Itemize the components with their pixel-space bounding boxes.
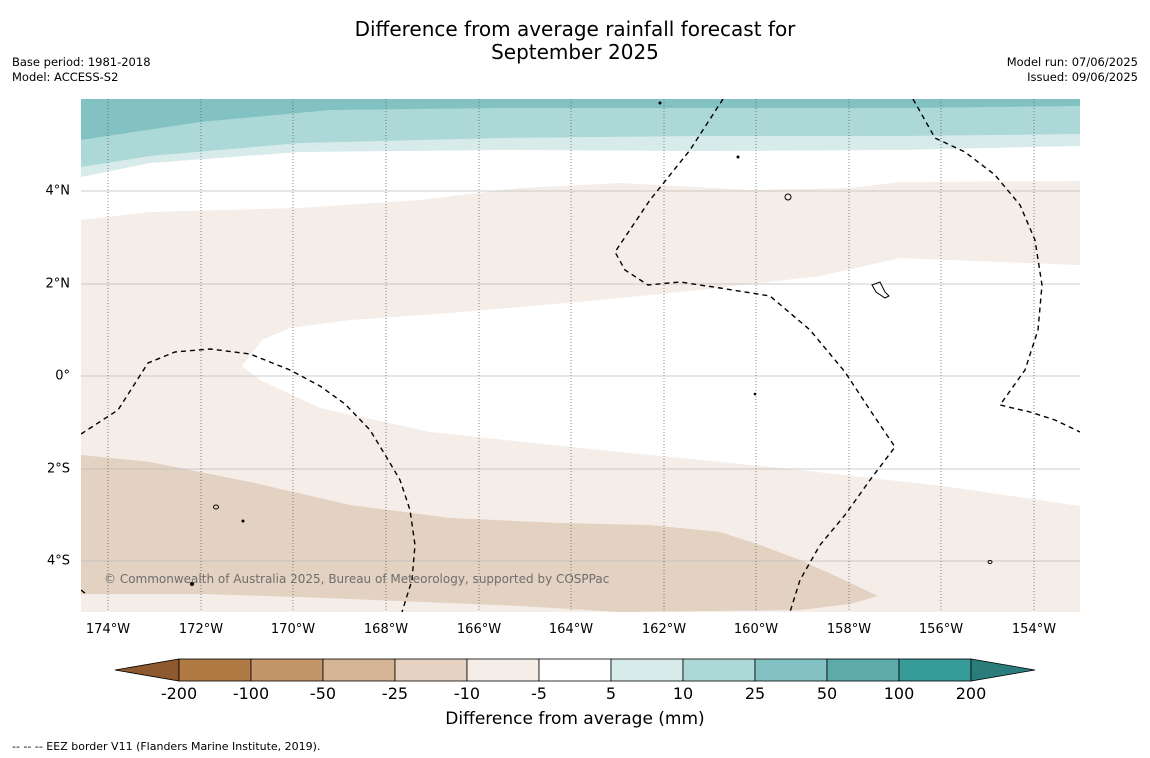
- map-title: Difference from average rainfall forecas…: [0, 18, 1150, 64]
- colorbar-swatch: [538, 658, 612, 682]
- colorbar-swatch: [466, 658, 540, 682]
- colorbar-tick-label: -50: [309, 684, 337, 703]
- issued-text: Issued: 09/06/2025: [1027, 70, 1138, 84]
- colorbar-tick-label: 50: [816, 684, 838, 703]
- copyright-text: © Commonwealth of Australia 2025, Bureau…: [104, 572, 610, 586]
- colorbar-swatch: [682, 658, 756, 682]
- eez-borders: [81, 99, 1080, 612]
- island-6: [736, 155, 740, 159]
- lat-label-2n: 2°N: [45, 276, 71, 292]
- meta-left: Base period: 1981-2018 Model: ACCESS-S2: [12, 55, 151, 85]
- colorbar-tick-label: -25: [381, 684, 409, 703]
- colorbar-extend-low: [114, 658, 180, 682]
- lon-label-166w: 166°W: [456, 622, 502, 637]
- island-9: [753, 392, 757, 396]
- colorbar-swatch: [250, 658, 324, 682]
- colorbar-swatch: [394, 658, 468, 682]
- map-area: [81, 99, 1080, 612]
- colorbar-tick-label: 5: [605, 684, 617, 703]
- island-4: [987, 560, 993, 564]
- island-1: [784, 193, 792, 201]
- model-text: Model: ACCESS-S2: [12, 70, 119, 84]
- lon-label-174w: 174°W: [85, 622, 131, 637]
- meta-right: Model run: 07/06/2025 Issued: 09/06/2025: [1007, 55, 1138, 85]
- lon-label-172w: 172°W: [178, 622, 224, 637]
- title-line-2: September 2025: [491, 40, 659, 64]
- island-8: [190, 582, 194, 586]
- colorbar-swatch: [898, 658, 972, 682]
- island-2: [871, 281, 890, 299]
- colorbar-tick-label: 200: [955, 684, 987, 703]
- colorbar-label: Difference from average (mm): [445, 709, 705, 729]
- lon-label-158w: 158°W: [826, 622, 872, 637]
- island-7: [241, 519, 245, 523]
- colorbar-swatch: [754, 658, 828, 682]
- island-5: [658, 101, 662, 105]
- colorbar-swatch: [322, 658, 396, 682]
- colorbar-tick-label: 10: [672, 684, 694, 703]
- colorbar-tick-label: -200: [160, 684, 198, 703]
- lon-label-156w: 156°W: [918, 622, 964, 637]
- lon-label-170w: 170°W: [270, 622, 316, 637]
- colorbar-tick-label: 25: [744, 684, 766, 703]
- lon-label-162w: 162°W: [641, 622, 687, 637]
- colorbar-tick-label: -5: [531, 684, 547, 703]
- colorbar-tick-label: -10: [453, 684, 481, 703]
- lon-label-160w: 160°W: [733, 622, 779, 637]
- lon-label-168w: 168°W: [363, 622, 409, 637]
- lat-label-4s: 4°S: [46, 553, 70, 569]
- grid: [81, 190, 1080, 562]
- colorbar-extend-high: [970, 658, 1036, 682]
- eez-border-sw: [81, 589, 87, 595]
- colorbar-tick-label: 100: [883, 684, 915, 703]
- base-period-text: Base period: 1981-2018: [12, 55, 151, 69]
- lon-label-154w: 154°W: [1011, 622, 1057, 637]
- islands: [190, 101, 993, 586]
- colorbar-tick-label: -100: [232, 684, 270, 703]
- lat-label-2s: 2°S: [46, 461, 70, 477]
- title-line-1: Difference from average rainfall forecas…: [354, 17, 796, 41]
- eez-footnote: -- -- -- EEZ border V11 (Flanders Marine…: [12, 740, 321, 753]
- dry-band-10-25: [81, 455, 878, 612]
- colorbar-swatch: [826, 658, 900, 682]
- model-run-text: Model run: 07/06/2025: [1006, 55, 1138, 69]
- colorbar-swatch: [610, 658, 684, 682]
- wet-band-25-50: [81, 99, 1080, 140]
- colorbar: [114, 658, 1036, 682]
- colorbar-swatch: [178, 658, 252, 682]
- wet-band-10-25: [81, 99, 1080, 167]
- island-3: [213, 504, 219, 510]
- lat-label-equator: 0°: [55, 368, 70, 384]
- lon-label-164w: 164°W: [548, 622, 594, 637]
- eez-border-east: [912, 99, 1080, 433]
- lat-label-4n: 4°N: [45, 183, 71, 199]
